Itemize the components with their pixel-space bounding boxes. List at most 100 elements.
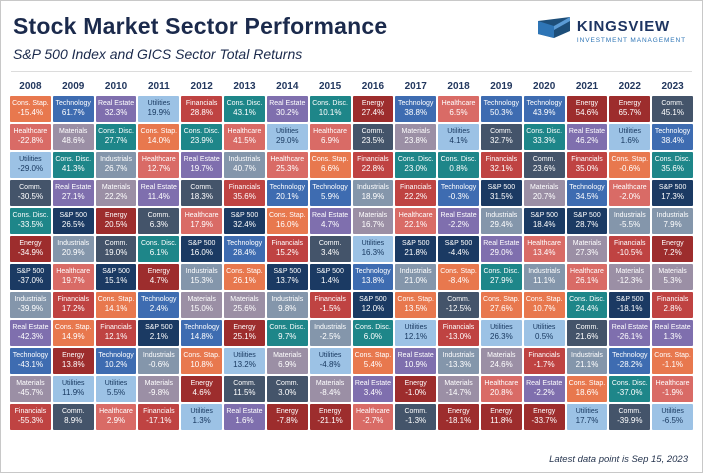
sector-cell-label: Healthcare: [184, 212, 219, 220]
sector-cell-value: -43.1%: [17, 360, 44, 370]
sector-cell-label: Utilities: [61, 380, 85, 388]
sector-cell-label: Financials: [314, 296, 346, 304]
sector-cell: Cons. Disc. 35.6%: [652, 152, 693, 178]
sector-cell-label: Real Estate: [55, 184, 92, 192]
year-label: 2009: [62, 81, 85, 92]
sector-cell-value: -55.3%: [17, 416, 44, 426]
sector-cell: Financials -55.3%: [10, 404, 51, 430]
sector-cell-label: Materials: [315, 380, 345, 388]
sector-cell-label: S&P 500: [444, 240, 473, 248]
sector-cell-label: Cons. Disc.: [611, 380, 648, 388]
sector-cell-value: 22.1%: [404, 220, 428, 230]
sector-cell-label: Healthcare: [355, 408, 390, 416]
sector-cell: S&P 500 -18.1%: [609, 292, 651, 318]
year-label: 2018: [447, 81, 470, 92]
sector-cell-value: 6.9%: [320, 136, 340, 146]
sector-cell: Materials 23.8%: [395, 124, 437, 150]
sector-cell-value: -39.9%: [17, 304, 44, 314]
sector-cell-label: Industrials: [100, 156, 132, 164]
sector-cell-label: Comm.: [575, 324, 599, 332]
sector-cell-value: 22.8%: [361, 164, 385, 174]
sector-cell: Healthcare 20.8%: [480, 376, 522, 402]
sector-cell-label: Healthcare: [655, 380, 690, 388]
sector-cell: Cons. Stap. -15.4%: [10, 96, 51, 122]
sector-cell: Cons. Stap. 14.0%: [138, 124, 180, 150]
sector-cell-label: Utilities: [276, 128, 299, 136]
sector-cell-value: -39.9%: [617, 416, 643, 426]
sector-cell-value: -33.7%: [531, 416, 557, 426]
sector-cell: Healthcare -2.0%: [609, 180, 651, 206]
sector-cell-value: 11.4%: [147, 192, 170, 202]
sector-cell: S&P 500 13.7%: [266, 264, 308, 290]
sector-cell-label: Cons. Stap.: [354, 352, 392, 360]
sector-cell-value: 35.0%: [575, 164, 599, 174]
sector-cell: Cons. Disc. 43.1%: [224, 96, 265, 122]
sector-cell-value: -1.1%: [662, 360, 684, 370]
sector-cell: Materials 27.3%: [566, 236, 608, 262]
sector-cell-value: 25.3%: [275, 164, 299, 174]
sector-cell-label: Healthcare: [99, 408, 133, 416]
sector-cell: Utilities 0.5%: [523, 320, 565, 346]
sector-cell-label: Materials: [529, 184, 559, 192]
sector-cell: Financials 22.2%: [395, 180, 437, 206]
sector-cell: Utilities -29.0%: [10, 152, 51, 178]
sector-cell-value: 4.1%: [449, 136, 468, 146]
sector-cell-value: -6.5%: [662, 416, 684, 426]
sector-cell-label: Cons. Disc.: [12, 212, 49, 220]
sector-cell-label: Comm.: [447, 296, 470, 304]
sector-cell: Materials 22.2%: [95, 180, 137, 206]
sector-cell-label: Cons. Stap.: [140, 128, 178, 136]
sector-cell-value: 28.4%: [233, 248, 256, 258]
sector-cell-label: Materials: [658, 268, 687, 276]
sector-cell-label: Financials: [357, 156, 389, 164]
sector-cell-label: Utilities: [233, 352, 256, 360]
sector-cell-label: S&P 500: [102, 268, 130, 276]
sector-cell-label: Financials: [228, 184, 261, 192]
sector-cell: Cons. Stap. 14.1%: [95, 292, 137, 318]
year-label: 2013: [233, 81, 256, 92]
sector-cell-label: S&P 500: [187, 240, 216, 248]
sector-cell-label: Cons. Stap.: [97, 296, 135, 304]
sector-cell: Energy -34.9%: [10, 236, 51, 262]
sector-cell: Real Estate 10.9%: [395, 348, 437, 374]
sector-cell: Real Estate 1.6%: [224, 404, 265, 430]
sector-cell-label: Energy: [319, 408, 342, 416]
sector-cell: Cons. Disc. 6.1%: [138, 236, 180, 262]
sector-cell-value: 38.4%: [661, 136, 684, 146]
sector-cell-value: 13.7%: [275, 276, 299, 286]
sector-cell-value: 1.4%: [320, 276, 340, 286]
sector-cell-label: Real Estate: [397, 352, 434, 360]
sector-cell-value: -2.2%: [533, 388, 555, 398]
sector-cell-label: Energy: [404, 380, 427, 388]
sector-cell: Real Estate 30.2%: [266, 96, 308, 122]
sector-cell-label: Industrials: [613, 212, 646, 220]
sector-cell-label: Energy: [661, 240, 684, 248]
sector-cell: Energy 4.6%: [181, 376, 223, 402]
sector-cell-value: -22.8%: [17, 136, 44, 146]
sector-cell: Cons. Stap. 16.0%: [266, 208, 308, 234]
sector-cell-value: 9.7%: [278, 332, 297, 342]
sector-cell-label: Real Estate: [12, 324, 49, 332]
sector-cell-label: S&P 500: [658, 184, 687, 192]
sector-cell: Cons. Stap. 5.4%: [352, 348, 394, 374]
sector-cell-label: Cons. Disc.: [440, 156, 477, 164]
sector-cell-label: Utilities: [532, 324, 556, 332]
sector-cell: Technology 13.8%: [352, 264, 394, 290]
sector-cell: Financials 22.8%: [352, 152, 394, 178]
sector-cell: Real Estate 11.4%: [138, 180, 180, 206]
sector-cell: Materials 15.0%: [181, 292, 223, 318]
sector-cell-label: Financials: [100, 324, 132, 332]
sector-cell: Comm. 18.3%: [181, 180, 223, 206]
sector-cell-label: Cons. Stap.: [611, 156, 649, 164]
sector-cell: Utilities 17.7%: [566, 404, 608, 430]
sector-cell-label: Healthcare: [227, 128, 262, 136]
sector-cell-label: Real Estate: [568, 128, 606, 136]
sector-cell: Financials -17.1%: [138, 404, 180, 430]
sector-cell-value: -28.2%: [617, 360, 643, 370]
sector-cell-value: -33.5%: [17, 220, 44, 230]
sector-cell: Cons. Stap. 18.6%: [566, 376, 608, 402]
year-label: 2019: [490, 81, 513, 92]
sector-cell: Healthcare 6.9%: [309, 124, 351, 150]
sector-cell-label: Real Estate: [526, 380, 563, 388]
sector-cell-value: 18.6%: [575, 388, 599, 398]
